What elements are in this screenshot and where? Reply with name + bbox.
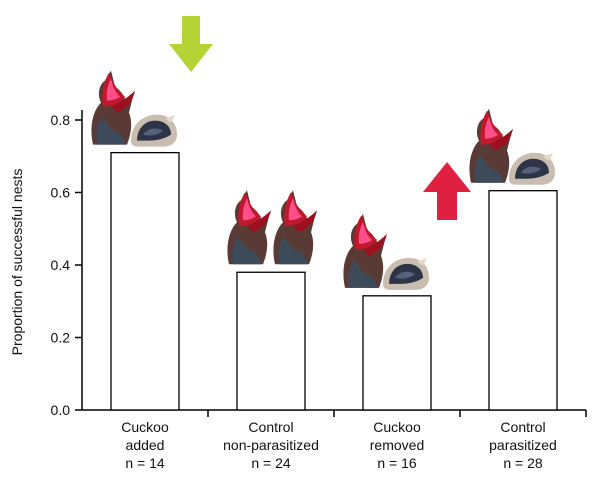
cuckoo-chick-icon [469,108,513,183]
x-category-label: removed [370,437,424,453]
x-category-label: n = 28 [503,455,543,471]
bar [110,151,180,411]
bar [236,271,306,411]
x-category-label: added [126,437,165,453]
cuckoo-chick-icon [273,190,317,265]
bar [362,295,432,411]
y-tick-label: 0.0 [51,402,71,418]
host-chick-icon [509,152,555,185]
x-category-label: Cuckoo [373,419,421,435]
y-tick-label: 0.2 [51,330,71,346]
x-category-label: n = 16 [377,455,417,471]
cuckoo-chick-icon [227,190,271,265]
y-tick-label: 0.6 [51,185,71,201]
x-category-label: Cuckoo [121,419,169,435]
x-category-label: n = 24 [251,455,291,471]
host-chick-icon [383,257,429,290]
x-category-label: n = 14 [125,455,165,471]
bar [488,190,558,411]
x-category-label: Control [248,419,293,435]
x-category-label: parasitized [489,437,557,453]
y-tick-label: 0.4 [51,257,71,273]
down-arrow-icon [169,16,213,72]
cuckoo-chick-icon [91,70,135,145]
y-tick-label: 0.8 [51,112,71,128]
cuckoo-chick-icon [343,213,387,288]
host-chick-icon [131,114,177,147]
up-arrow-icon [423,162,471,220]
y-axis-title: Proportion of successful nests [9,169,25,356]
x-category-label: non-parasitized [223,437,319,453]
x-category-label: Control [500,419,545,435]
